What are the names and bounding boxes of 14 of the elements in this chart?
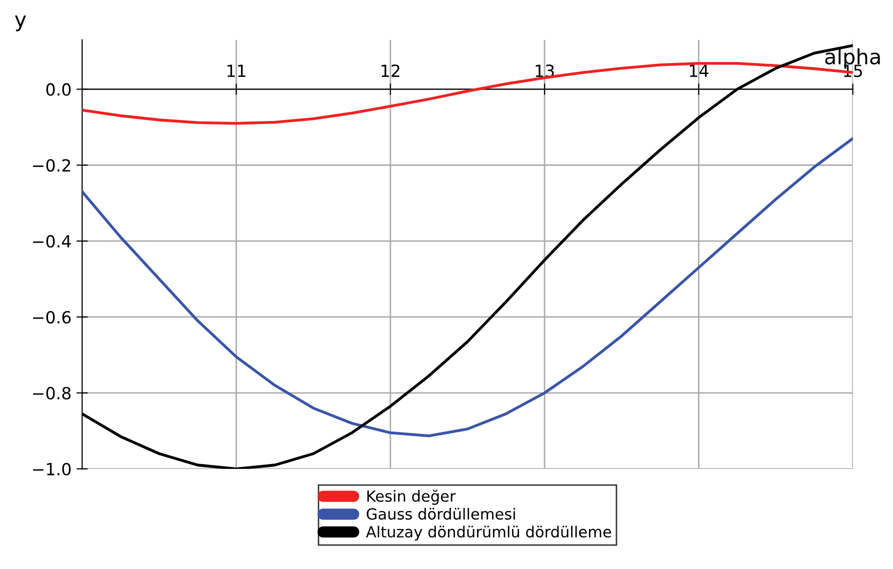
line-series	[82, 137, 853, 438]
y-tick-label: −0.2	[33, 159, 70, 172]
y-tick-label: −1.0	[33, 462, 71, 476]
legend-label: Gauss dördüllemesi	[366, 508, 515, 520]
y-tick-label: 0.0	[46, 83, 71, 96]
y-tick-label: −0.4	[33, 235, 71, 248]
x-tick-label: 12	[382, 64, 400, 77]
legend-label: Kesin değer	[367, 490, 456, 505]
y-axis-title: y	[14, 16, 26, 32]
x-tick-label: 11	[228, 64, 246, 77]
y-tick-label: −0.6	[33, 310, 71, 324]
x-tick-label: 14	[690, 64, 708, 77]
legend-label: Altuzay döndürümlü dördülleme	[366, 526, 612, 541]
y-tick-label: −0.8	[33, 386, 71, 400]
